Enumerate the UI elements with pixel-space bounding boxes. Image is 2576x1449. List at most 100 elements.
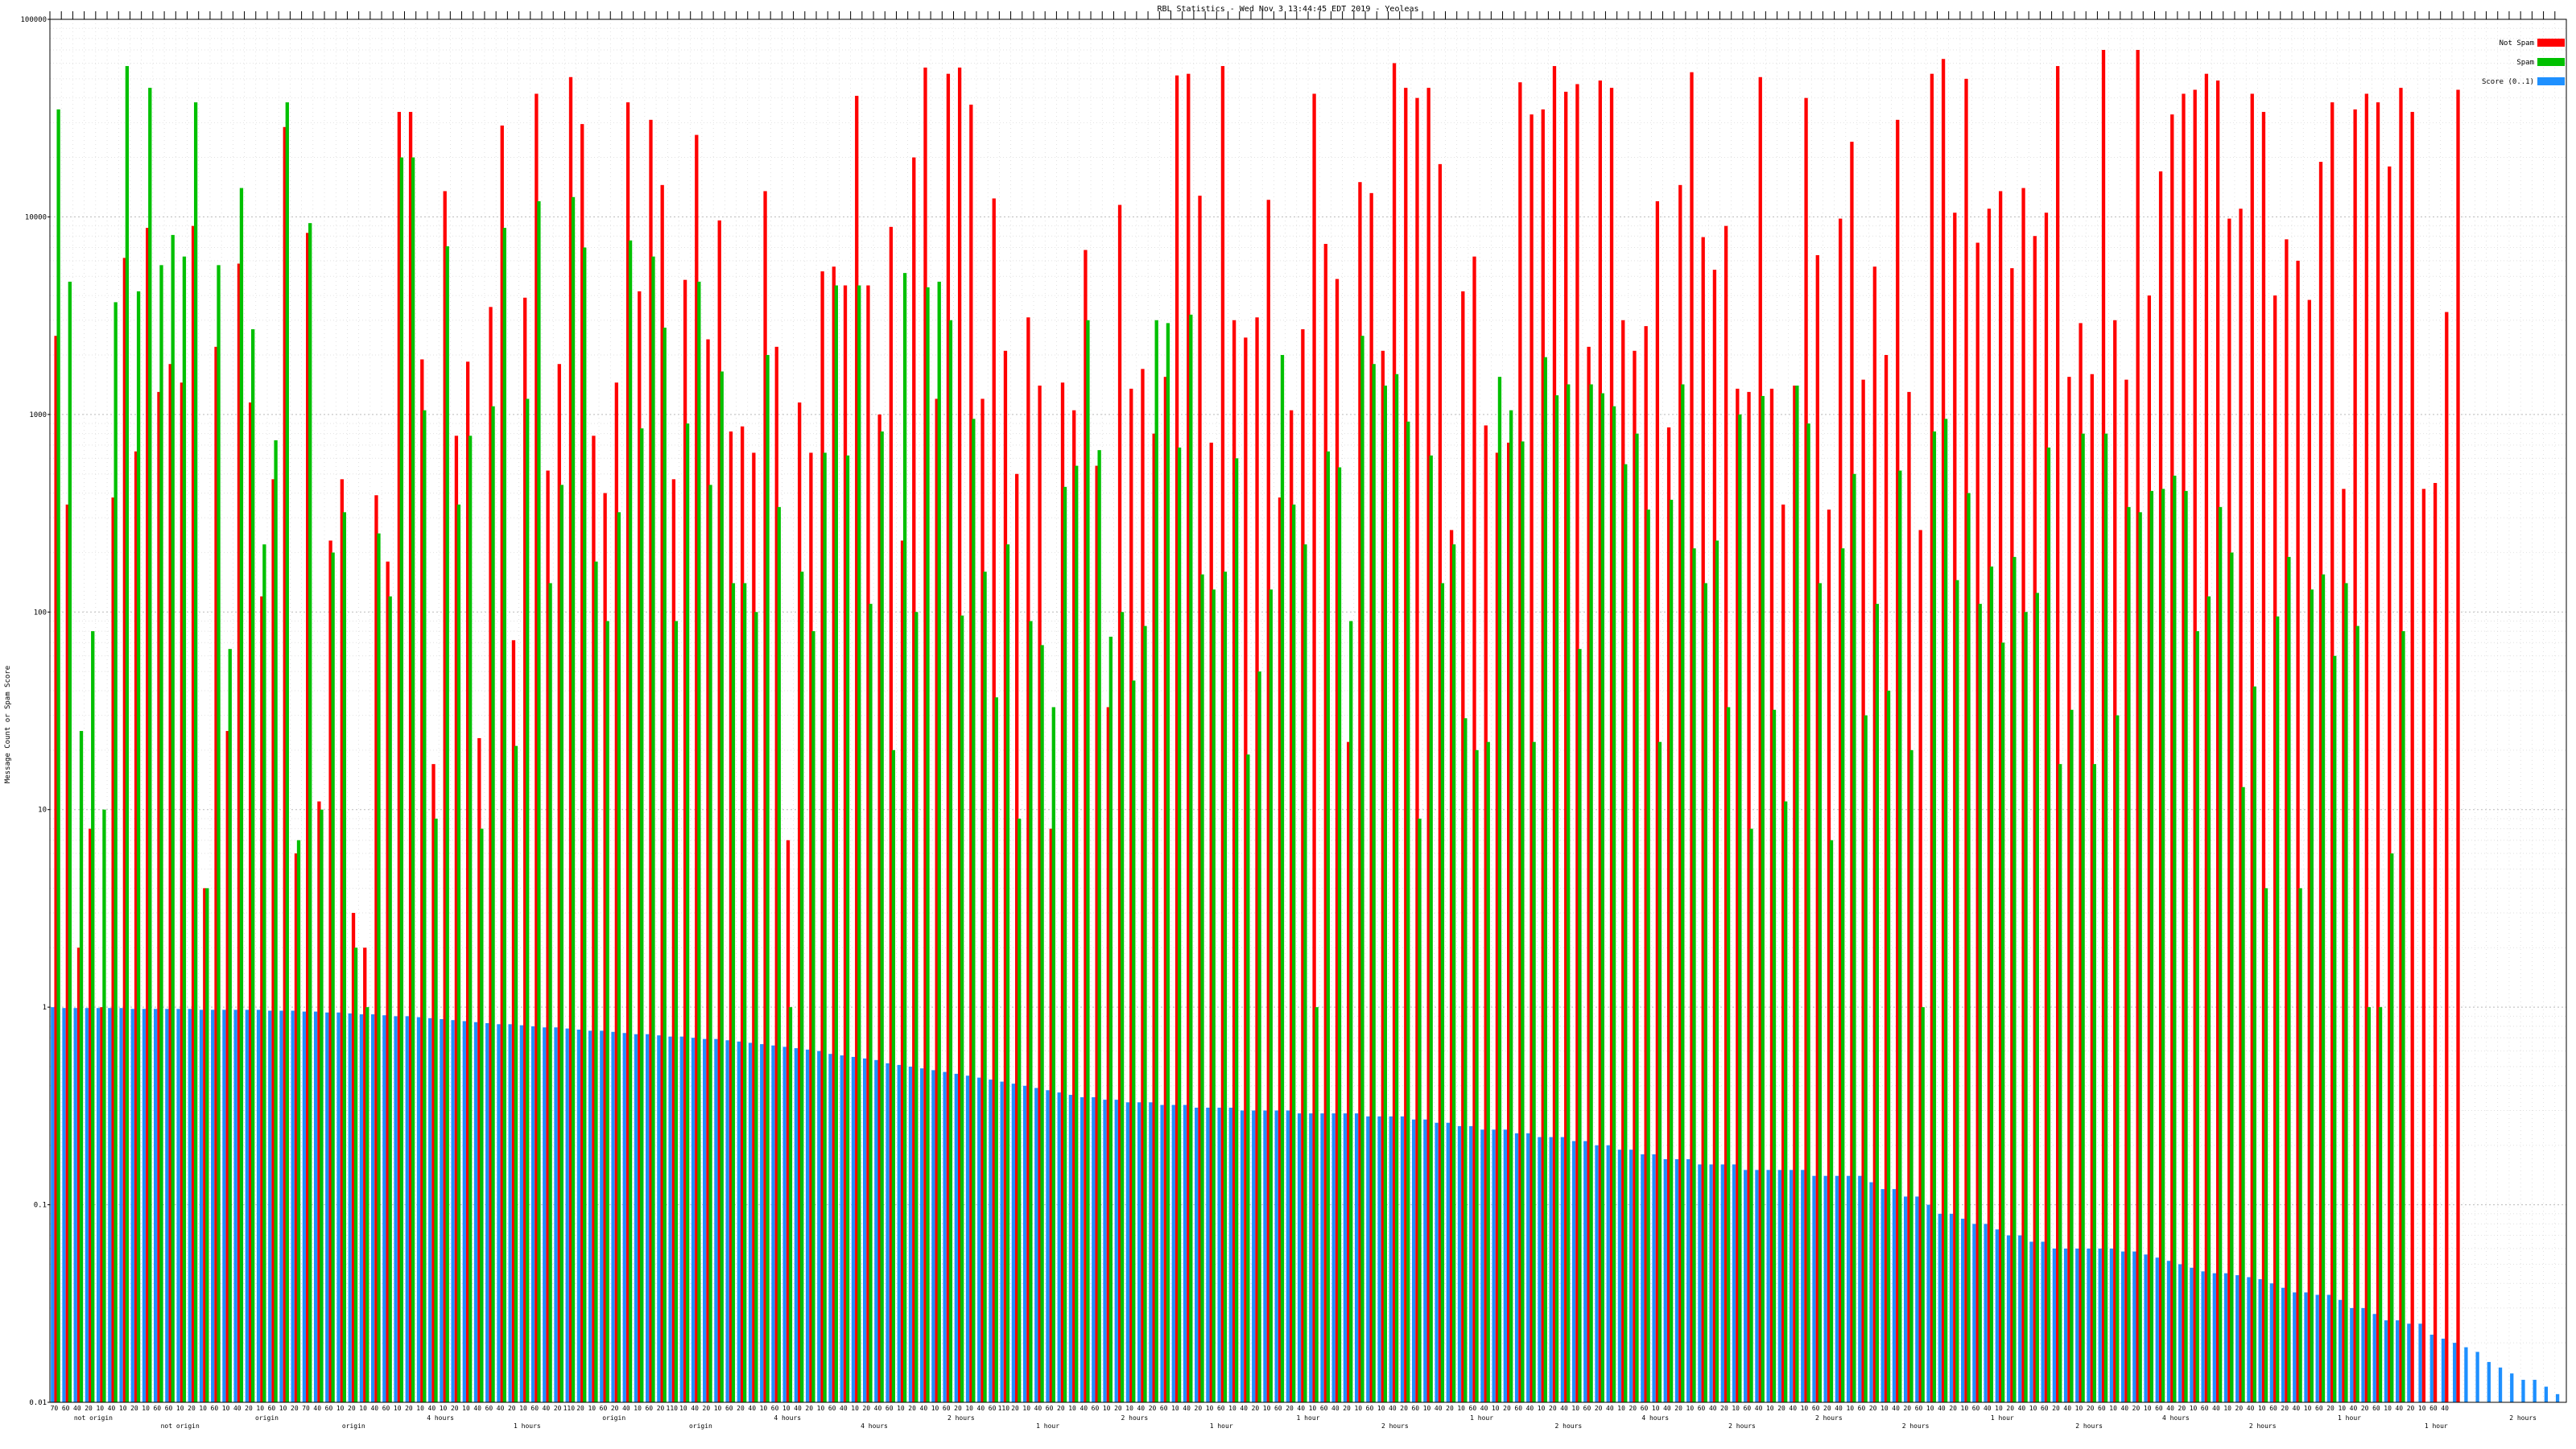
x-tick-label: 40 xyxy=(1331,1405,1340,1412)
score-bar xyxy=(325,1012,329,1402)
spam-bar xyxy=(1394,374,1399,1402)
x-tick-label: 110 xyxy=(998,1405,1010,1412)
spam-bar xyxy=(1669,499,1674,1402)
not-spam-bar xyxy=(465,361,470,1402)
x-tick-label: 60 xyxy=(886,1405,894,1412)
score-bar xyxy=(1149,1102,1153,1402)
x-tick-label: 40 xyxy=(1984,1405,1992,1412)
bars xyxy=(51,50,2560,1403)
not-spam-bar xyxy=(443,191,447,1403)
score-bar xyxy=(508,1024,512,1402)
spam-bar xyxy=(1189,314,1193,1402)
spam-bar xyxy=(1463,718,1468,1402)
score-bar xyxy=(691,1038,696,1402)
x-tick-label: 60 xyxy=(1583,1405,1591,1412)
x-tick-label: 60 xyxy=(211,1405,219,1412)
score-bar xyxy=(1274,1110,1278,1402)
x-tick-label: 10 xyxy=(462,1405,470,1412)
x-tick-label: 10 xyxy=(679,1405,687,1412)
x-tick-label: 40 xyxy=(874,1405,882,1412)
spam-bar xyxy=(2390,853,2394,1402)
not-spam-bar xyxy=(832,266,836,1403)
spam-bar xyxy=(331,552,335,1402)
x-tick-label: 60 xyxy=(1812,1405,1820,1412)
score-bar xyxy=(1412,1119,1416,1402)
spam-bar xyxy=(2252,686,2256,1402)
spam-bar xyxy=(1383,385,1388,1402)
not-spam-bar xyxy=(1712,270,1717,1402)
x-tick-label: 10 xyxy=(416,1405,424,1412)
not-spam-bar xyxy=(225,731,229,1402)
score-bar xyxy=(1904,1196,1908,1402)
y-tick-label: 1000 xyxy=(29,411,47,419)
x-tick-label: 20 xyxy=(737,1405,745,1412)
not-spam-bar xyxy=(2307,299,2311,1402)
not-spam-bar xyxy=(2033,236,2037,1403)
spam-bar xyxy=(960,615,964,1402)
x-tick-label: 10 xyxy=(588,1405,596,1412)
score-bar xyxy=(2132,1251,2136,1402)
not-spam-bar xyxy=(2124,379,2128,1402)
not-spam-bar xyxy=(1975,242,1979,1402)
score-bar xyxy=(1755,1170,1759,1402)
not-spam-bar xyxy=(2273,295,2277,1403)
x-tick-label: 10 xyxy=(2190,1405,2198,1412)
x-tick-label: 10 xyxy=(96,1405,104,1412)
not-spam-bar xyxy=(969,104,973,1403)
x-tick-label: 10 xyxy=(1926,1405,1934,1412)
x-tick-label: 40 xyxy=(313,1405,321,1412)
x-tick-label: 60 xyxy=(2429,1405,2438,1412)
not-spam-bar xyxy=(2044,213,2049,1403)
x-tick-label: 110 xyxy=(667,1405,679,1412)
score-bar xyxy=(1938,1213,1942,1402)
spam-bar xyxy=(811,631,815,1402)
x-tick-label: 60 xyxy=(1744,1405,1752,1412)
score-bar xyxy=(2006,1235,2011,1402)
not-spam-bar xyxy=(1255,317,1259,1402)
x-tick-label: 40 xyxy=(622,1405,630,1412)
not-spam-bar xyxy=(1129,388,1133,1402)
spam-bar xyxy=(559,485,564,1402)
score-bar xyxy=(1160,1104,1164,1402)
not-spam-bar xyxy=(2021,188,2025,1402)
not-spam-bar xyxy=(1449,530,1454,1403)
spam-bar xyxy=(68,281,72,1402)
spam-bar xyxy=(1818,583,1822,1402)
x-sub-label: 1 hour xyxy=(2425,1422,2448,1430)
score-bar xyxy=(2063,1249,2068,1402)
spam-bar xyxy=(1086,320,1090,1402)
spam-bar xyxy=(651,256,655,1403)
score-bar xyxy=(2441,1338,2446,1402)
x-tick-label: 40 xyxy=(1789,1405,1797,1412)
score-bar xyxy=(1892,1189,1897,1402)
spam-bar xyxy=(1451,544,1456,1402)
x-tick-label: 10 xyxy=(1961,1405,1969,1412)
spam-bar xyxy=(1795,385,1799,1402)
spam-bar xyxy=(1681,384,1685,1403)
spam-bar xyxy=(571,196,576,1402)
x-tick-label: 60 xyxy=(1217,1405,1225,1412)
x-tick-label: 20 xyxy=(1114,1405,1122,1412)
score-bar xyxy=(1435,1122,1439,1402)
not-spam-bar xyxy=(1232,320,1236,1402)
x-tick-label: 10 xyxy=(1801,1405,1809,1412)
spam-bar xyxy=(1978,604,1982,1402)
spam-bar xyxy=(1497,377,1502,1402)
not-spam-bar xyxy=(2285,239,2289,1402)
spam-bar xyxy=(743,583,747,1402)
score-bar xyxy=(782,1046,786,1402)
spam-bar xyxy=(1749,828,1753,1402)
score-bar xyxy=(1995,1229,1999,1402)
not-spam-bar xyxy=(477,737,481,1402)
not-spam-bar xyxy=(1793,385,1797,1402)
score-bar xyxy=(817,1051,821,1402)
score-bar xyxy=(1183,1104,1187,1402)
score-bar xyxy=(1046,1090,1050,1402)
spam-bar xyxy=(2241,786,2245,1402)
x-sub-label: 1 hour xyxy=(1470,1414,1493,1422)
spam-bar xyxy=(1509,410,1513,1402)
x-tick-label: 10 xyxy=(256,1405,264,1412)
x-tick-label: 40 xyxy=(2293,1405,2301,1412)
not-spam-bar xyxy=(946,73,951,1402)
score-bar xyxy=(268,1010,272,1402)
